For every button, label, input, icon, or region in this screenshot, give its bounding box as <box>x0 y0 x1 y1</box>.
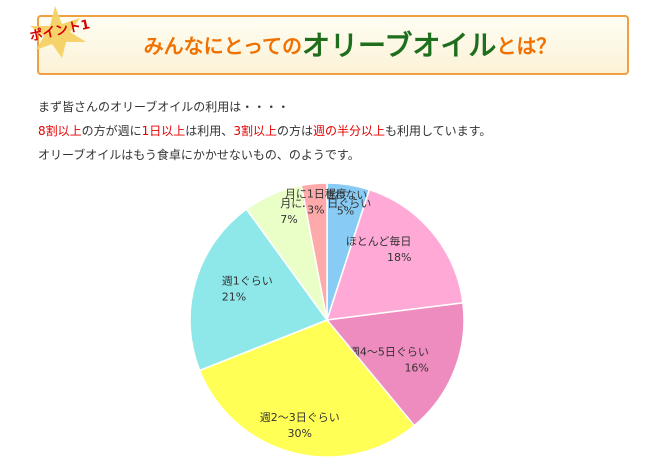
slice-label: ほとんど毎日 <box>346 235 412 248</box>
slice-label: 週1ぐらい <box>222 274 273 287</box>
pie-slice <box>300 182 328 321</box>
text-segment: は利用、 <box>185 124 233 138</box>
slice-value-label: 30% <box>288 427 312 440</box>
pie-slice <box>325 301 465 427</box>
body-line: 8割以上の方が週に1日以上は利用、3割以上の方は週の半分以上も利用しています。 <box>38 123 491 138</box>
slice-value-label: 16% <box>404 361 428 374</box>
text-segment: まず皆さんのオリーブオイルの利用は・・・・ <box>38 99 289 114</box>
header-title: みんなにとってのオリーブオイルとは？ <box>144 29 557 62</box>
pie-chart: 使わない 5% ほとんど毎日 18% 週4～5日ぐらい 16% 週2～3日ぐらい 30% 週1ぐ… <box>189 182 465 458</box>
title-part: みんなにとっての <box>144 34 302 58</box>
text-segment: オリーブオイルはもう食卓にかかせないもの、のようです。 <box>38 147 360 162</box>
slice-label: 月に1日程度 <box>285 187 347 201</box>
pie-slice <box>189 208 329 372</box>
body-line: オリーブオイルはもう食卓にかかせないもの、のようです。 <box>38 147 360 162</box>
slice-label: 週2～3日ぐらい <box>260 411 340 424</box>
slice-value-label: 3% <box>307 204 324 217</box>
text-segment: 1日以上 <box>142 124 186 138</box>
title-part: とは？ <box>496 34 556 58</box>
slice-label: 使わない <box>323 189 367 202</box>
title-part: オリーブオイル <box>302 29 496 62</box>
slice-value-label: 21% <box>222 290 246 303</box>
body-line: まず皆さんのオリーブオイルの利用は・・・・ <box>38 99 289 114</box>
text-segment: 週の半分以上 <box>313 124 385 138</box>
header-box <box>37 15 629 75</box>
text-segment: 8割以上 <box>38 123 82 138</box>
badge-star <box>30 6 86 58</box>
intro: まず皆さんのオリーブオイルの利用は・・・・ 8割以上の方が週に1日以上は利用、3割… <box>38 99 491 162</box>
slice-label: 週4～5日ぐらい <box>349 345 429 358</box>
text-segment: の方は <box>277 123 313 138</box>
text-segment: の方が週に <box>82 123 142 138</box>
text-segment: 3割以上 <box>233 123 277 138</box>
pie-slice <box>325 188 464 321</box>
slice-value-label: 7% <box>280 213 297 226</box>
slice-value-label: 18% <box>387 251 411 264</box>
slice-value-label: 5% <box>337 205 354 218</box>
text-segment: も利用しています。 <box>385 124 491 138</box>
pie-slice <box>198 319 416 458</box>
